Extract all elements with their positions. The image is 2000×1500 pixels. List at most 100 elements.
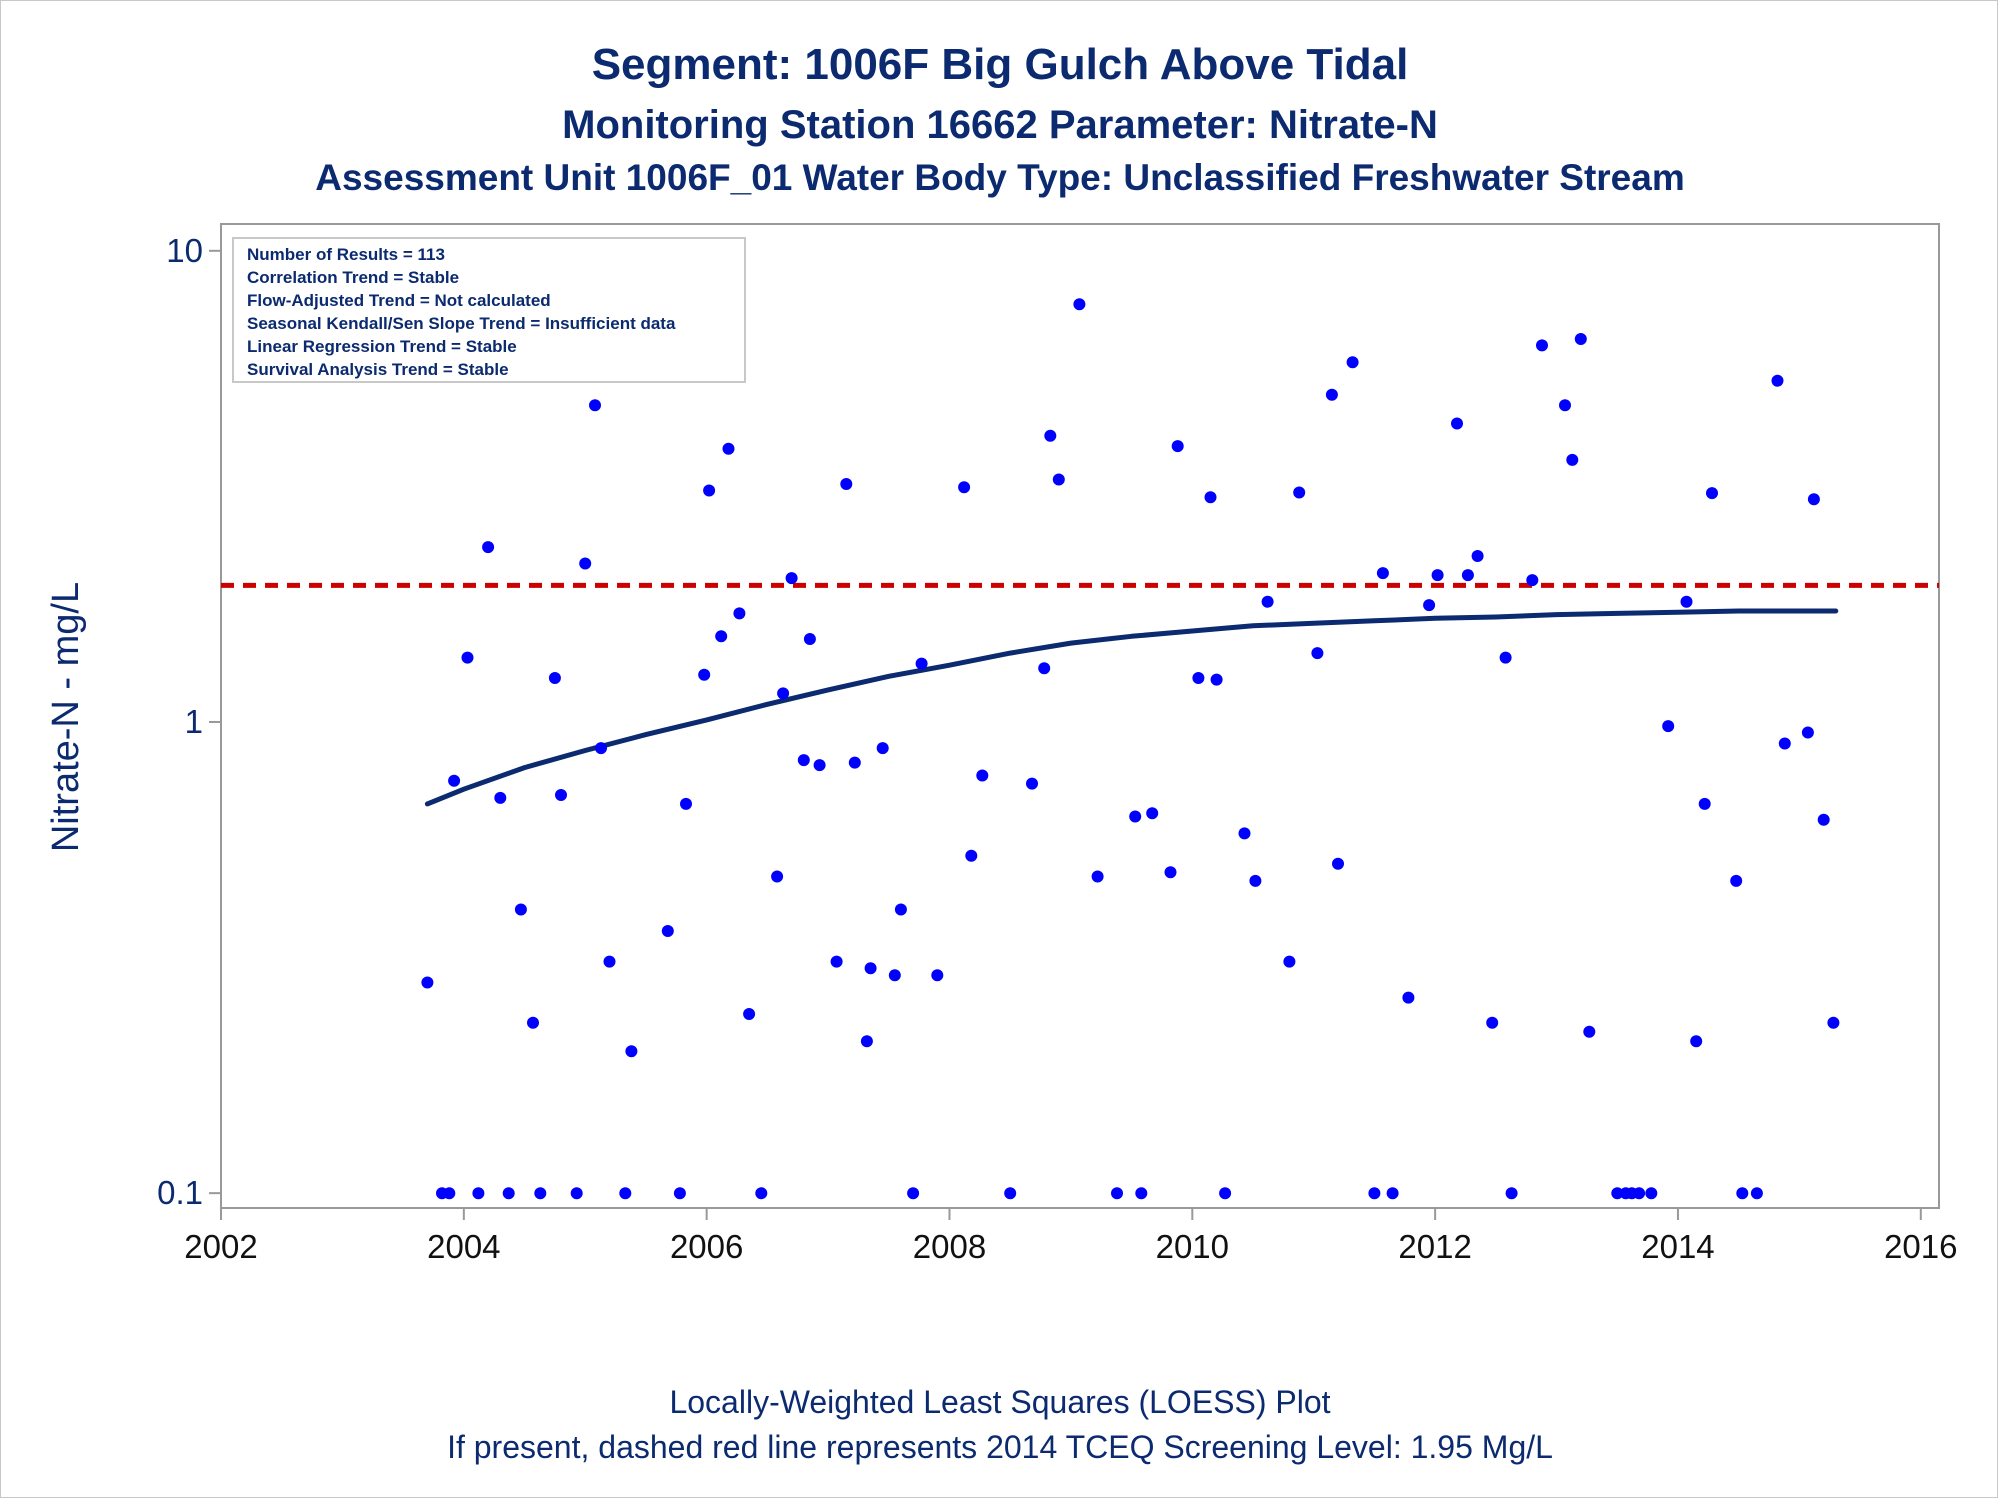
- x-tick-label: 2012: [1398, 1228, 1471, 1265]
- data-point: [1038, 662, 1051, 675]
- data-point: [1052, 473, 1065, 486]
- y-axis-label: Nitrate-N - mg/L: [45, 582, 87, 852]
- data-point: [579, 557, 592, 570]
- data-point: [482, 541, 495, 554]
- data-point: [1402, 991, 1415, 1004]
- data-point: [915, 657, 928, 670]
- data-point: [840, 478, 853, 490]
- legend-line: Flow-Adjusted Trend = Not calculated: [247, 291, 551, 310]
- data-point: [1135, 1187, 1148, 1200]
- data-point: [1471, 550, 1484, 562]
- data-point: [1249, 874, 1262, 887]
- data-point: [1044, 429, 1057, 442]
- data-point: [1536, 339, 1548, 352]
- data-point: [1164, 866, 1177, 879]
- data-point: [448, 774, 461, 787]
- x-tick-label: 2008: [913, 1228, 986, 1265]
- data-point: [461, 651, 474, 664]
- data-point: [1827, 1016, 1840, 1029]
- data-point: [722, 442, 735, 455]
- data-point: [1192, 672, 1205, 684]
- data-point: [1204, 491, 1217, 504]
- loess-layer: [424, 608, 1839, 807]
- data-point: [603, 955, 616, 968]
- axes: 2002 2004 2006 2008 2010 2012 2014 2016 0.1 1 10: [157, 232, 1957, 1265]
- data-point: [797, 754, 810, 767]
- data-point: [595, 742, 607, 755]
- data-point: [1750, 1187, 1763, 1200]
- data-point: [472, 1187, 485, 1200]
- data-point: [965, 849, 978, 862]
- data-point: [1706, 487, 1718, 500]
- x-tick-label: 2014: [1641, 1228, 1714, 1265]
- data-point: [1817, 813, 1830, 826]
- data-point: [502, 1187, 515, 1200]
- data-point: [785, 572, 798, 585]
- data-point: [1662, 720, 1675, 733]
- data-point: [1238, 827, 1251, 840]
- data-point: [1526, 574, 1539, 587]
- data-point: [1559, 399, 1571, 412]
- data-point: [1129, 810, 1142, 823]
- chart-subtitle-2: Assessment Unit 1006F_01 Water Body Type…: [315, 157, 1685, 198]
- data-point: [1778, 737, 1791, 750]
- data-point: [1091, 870, 1104, 883]
- data-point: [1004, 1187, 1017, 1200]
- data-point: [755, 1187, 768, 1200]
- data-point: [1574, 333, 1587, 345]
- chart-subtitle: Monitoring Station 16662 Parameter: Nitr…: [562, 103, 1438, 147]
- data-point: [1807, 493, 1820, 506]
- x-tick-label: 2006: [670, 1228, 743, 1265]
- data-point: [698, 668, 711, 681]
- data-point: [1736, 1187, 1749, 1200]
- data-point: [813, 759, 826, 772]
- data-point: [860, 1035, 873, 1048]
- data-point: [619, 1187, 632, 1200]
- data-point: [907, 1187, 920, 1200]
- plot-area: [220, 223, 1940, 1209]
- data-point: [1073, 298, 1086, 311]
- data-point: [1283, 955, 1296, 968]
- data-point: [421, 976, 434, 989]
- data-point: [830, 955, 843, 968]
- data-point: [958, 481, 971, 494]
- data-point: [1210, 673, 1223, 686]
- data-point: [1261, 595, 1274, 608]
- data-point: [534, 1187, 547, 1200]
- data-point: [1146, 807, 1159, 820]
- data-point: [1730, 874, 1743, 887]
- data-point: [661, 925, 674, 937]
- data-point: [555, 789, 567, 801]
- legend-line: Seasonal Kendall/Sen Slope Trend = Insuf…: [247, 314, 676, 333]
- data-point: [514, 903, 527, 916]
- x-tick-label: 2004: [427, 1228, 500, 1265]
- data-point: [931, 969, 944, 982]
- data-point: [894, 903, 907, 916]
- data-point: [1486, 1016, 1499, 1029]
- data-point: [1376, 567, 1389, 580]
- data-point: [1026, 777, 1038, 790]
- data-point: [494, 791, 507, 804]
- legend: Number of Results = 113 Correlation Tren…: [232, 237, 746, 383]
- data-point: [548, 672, 561, 684]
- data-point: [589, 399, 601, 412]
- data-point: [1325, 388, 1338, 401]
- data-point: [777, 687, 790, 700]
- data-point: [625, 1045, 638, 1058]
- loess-line: [424, 608, 1839, 807]
- data-point: [1611, 1187, 1624, 1200]
- data-point: [1566, 453, 1579, 466]
- legend-box: [232, 237, 746, 383]
- x-tick-label: 2010: [1156, 1228, 1229, 1265]
- data-point: [1431, 569, 1444, 582]
- data-point: [1332, 857, 1344, 870]
- data-point: [864, 962, 877, 975]
- data-point: [803, 633, 816, 645]
- data-point: [1386, 1187, 1399, 1200]
- data-point: [771, 870, 784, 883]
- legend-line: Survival Analysis Trend = Stable: [247, 360, 509, 379]
- y-tick-label: 10: [166, 232, 203, 269]
- data-point: [443, 1187, 456, 1200]
